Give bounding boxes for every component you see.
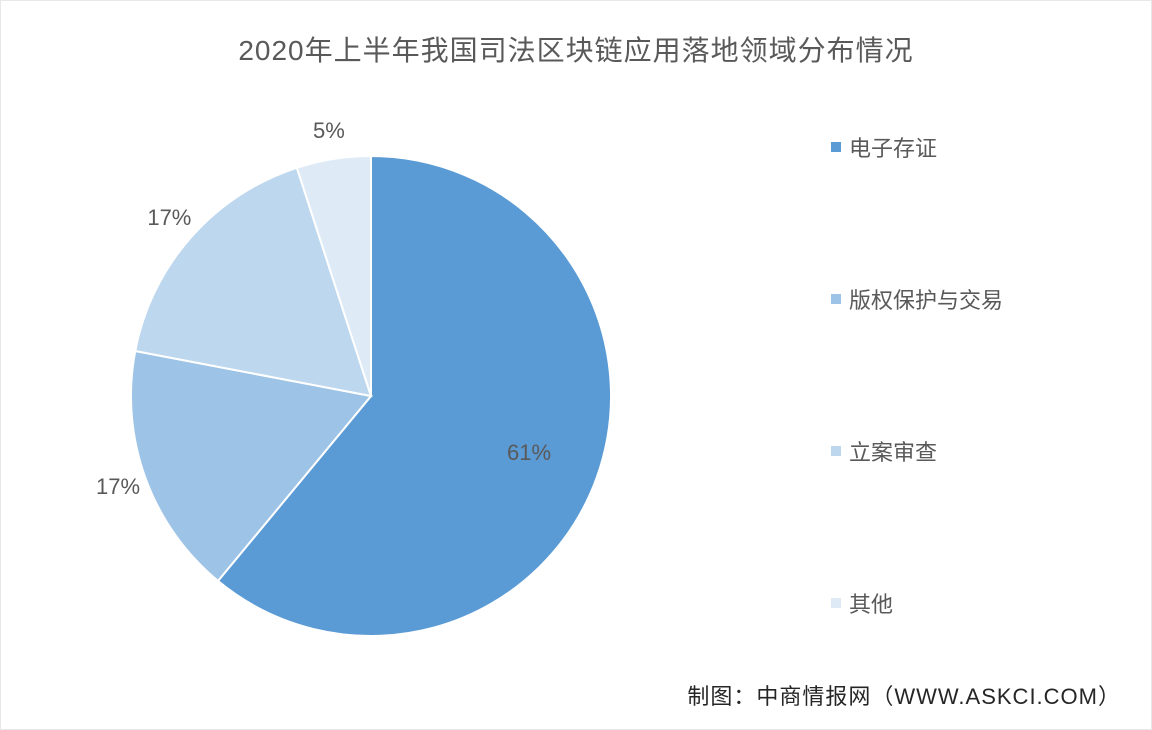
legend-item: 电子存证 xyxy=(831,131,1091,163)
legend-swatch xyxy=(831,294,841,304)
chart-credit: 制图：中商情报网（WWW.ASKCI.COM） xyxy=(687,679,1121,711)
legend-label: 版权保护与交易 xyxy=(849,283,1003,315)
legend-item: 其他 xyxy=(831,587,1091,619)
legend-swatch xyxy=(831,142,841,152)
pie-data-label: 17% xyxy=(96,474,140,500)
pie-data-label: 5% xyxy=(313,118,345,144)
pie-data-label: 17% xyxy=(147,205,191,231)
legend-swatch xyxy=(831,598,841,608)
legend-swatch xyxy=(831,446,841,456)
chart-container: 2020年上半年我国司法区块链应用落地领域分布情况 61% 17% 17% 5% 电子… xyxy=(0,0,1152,730)
legend-label: 立案审查 xyxy=(849,435,937,467)
chart-title: 2020年上半年我国司法区块链应用落地领域分布情况 xyxy=(1,29,1151,69)
legend-label: 其他 xyxy=(849,587,893,619)
legend-item: 版权保护与交易 xyxy=(831,283,1091,315)
legend-item: 立案审查 xyxy=(831,435,1091,467)
legend: 电子存证版权保护与交易立案审查其他 xyxy=(831,131,1091,619)
pie-data-label: 61% xyxy=(507,440,551,466)
legend-label: 电子存证 xyxy=(849,131,937,163)
pie-chart: 61% 17% 17% 5% xyxy=(51,76,691,716)
